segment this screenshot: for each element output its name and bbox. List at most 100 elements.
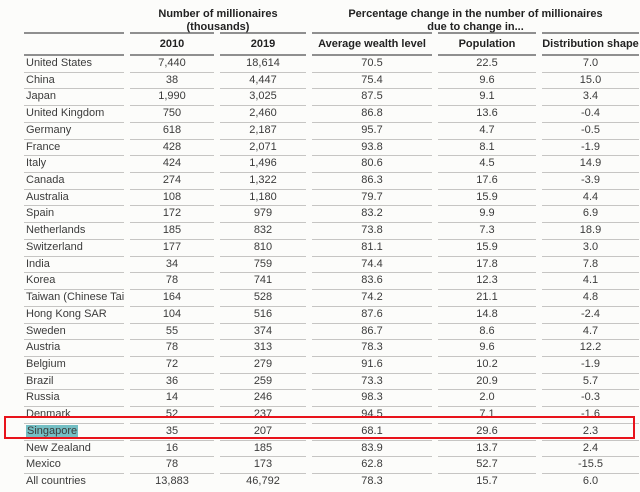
cell-country: Germany	[24, 123, 124, 140]
cell-population: 17.8	[438, 257, 536, 274]
cell-y2010: 7,440	[130, 56, 214, 73]
cell-y2019: 207	[220, 424, 306, 441]
cell-avg_wealth: 75.4	[312, 73, 432, 90]
group-header-cell	[24, 8, 124, 34]
cell-y2019: 237	[220, 407, 306, 424]
cell-distribution: 2.3	[542, 424, 639, 441]
cell-avg_wealth: 91.6	[312, 357, 432, 374]
table-row: France 428 2,071 93.8 8.1 -1.9	[24, 140, 639, 157]
table-row: Russia 14 246 98.3 2.0 -0.3	[24, 390, 639, 408]
cell-distribution: -1.6	[542, 407, 639, 424]
cell-population: 13.7	[438, 441, 536, 458]
cell-distribution: -1.9	[542, 140, 639, 157]
cell-y2019: 1,322	[220, 173, 306, 190]
cell-distribution: 18.9	[542, 223, 639, 240]
column-header-row: 2010 2019 Average wealth level Populatio…	[24, 34, 639, 56]
table-row: Austria 78 313 78.3 9.6 12.2	[24, 340, 639, 357]
cell-population: 29.6	[438, 424, 536, 441]
cell-avg_wealth: 73.8	[312, 223, 432, 240]
group-header-cell	[312, 8, 432, 34]
column-header-2019: 2019	[220, 34, 306, 56]
cell-y2019: 741	[220, 273, 306, 291]
cell-y2010: 78	[130, 273, 214, 291]
cell-population: 17.6	[438, 173, 536, 190]
cell-avg_wealth: 73.3	[312, 374, 432, 391]
table-row: Canada 274 1,322 86.3 17.6 -3.9	[24, 173, 639, 190]
cell-country: Sweden	[24, 324, 124, 341]
cell-y2010: 55	[130, 324, 214, 341]
cell-distribution: 4.1	[542, 273, 639, 291]
cell-distribution: 3.4	[542, 89, 639, 107]
cell-distribution: 3.0	[542, 240, 639, 257]
cell-country: Netherlands	[24, 223, 124, 240]
cell-population: 9.1	[438, 89, 536, 107]
column-header-country	[24, 34, 124, 56]
table-row: Australia 108 1,180 79.7 15.9 4.4	[24, 190, 639, 207]
cell-distribution: -15.5	[542, 457, 639, 474]
cell-population: 14.8	[438, 307, 536, 324]
cell-avg_wealth: 87.5	[312, 89, 432, 107]
group-header-millionaires-line2: (thousands)	[186, 20, 250, 33]
group-header-pct-change: Percentage change in the number of milli…	[312, 8, 639, 33]
cell-country: France	[24, 140, 124, 157]
cell-avg_wealth: 81.1	[312, 240, 432, 257]
cell-distribution: -0.3	[542, 390, 639, 408]
cell-avg_wealth: 94.5	[312, 407, 432, 424]
group-header-cell	[542, 8, 639, 34]
cell-distribution: 6.0	[582, 474, 599, 487]
cell-avg_wealth: 83.2	[312, 206, 432, 224]
cell-country: China	[24, 73, 124, 90]
table-body: United States 7,440 18,614 70.5 22.5 7.0 China…	[24, 56, 639, 491]
cell-population: 20.9	[438, 374, 536, 391]
cell-y2010: 172	[130, 206, 214, 224]
cell-population: 15.7	[476, 474, 498, 487]
table-row: Italy 424 1,496 80.6 4.5 14.9	[24, 156, 639, 174]
table-row: Korea 78 741 83.6 12.3 4.1	[24, 273, 639, 291]
cell-y2019: 46,792	[246, 474, 280, 487]
cell-population: 15.9	[438, 240, 536, 257]
cell-population: 21.1	[438, 290, 536, 307]
table-row: Taiwan (Chinese Taipei) 164 528 74.2 21.1 4.8	[24, 290, 639, 307]
cell-distribution: 4.4	[542, 190, 639, 207]
cell-country: Russia	[24, 390, 124, 408]
group-header-millionaires: Number of millionaires (thousands)	[130, 8, 306, 33]
cell-population: 10.2	[438, 357, 536, 374]
cell-country: Singapore	[24, 424, 124, 441]
cell-y2010: 274	[130, 173, 214, 190]
cell-y2010: 13,883	[155, 474, 189, 487]
table-row: New Zealand 16 185 83.9 13.7 2.4	[24, 441, 639, 458]
cell-distribution: 5.7	[542, 374, 639, 391]
cell-country: Korea	[24, 273, 124, 291]
table-row: Brazil 36 259 73.3 20.9 5.7	[24, 374, 639, 391]
group-header-pct-change-line1: Percentage change in the number of milli…	[348, 8, 603, 20]
cell-y2010: 104	[130, 307, 214, 324]
group-header-cell	[438, 8, 536, 34]
cell-country: Canada	[24, 173, 124, 190]
cell-distribution: 12.2	[542, 340, 639, 357]
cell-distribution: 7.8	[542, 257, 639, 274]
cell-avg_wealth: 68.1	[312, 424, 432, 441]
table-row: Switzerland 177 810 81.1 15.9 3.0	[24, 240, 639, 257]
cell-country: Japan	[24, 89, 124, 107]
cell-avg_wealth: 87.6	[312, 307, 432, 324]
cell-country: Australia	[24, 190, 124, 207]
cell-y2010: 78	[130, 340, 214, 357]
column-header-distribution: Distribution shape	[542, 34, 639, 56]
cell-y2010: 424	[130, 156, 214, 174]
cell-population: 8.1	[438, 140, 536, 157]
cell-avg_wealth: 79.7	[312, 190, 432, 207]
table-row: Hong Kong SAR 104 516 87.6 14.8 -2.4	[24, 307, 639, 324]
cell-country: Hong Kong SAR	[24, 307, 124, 324]
cell-country: Denmark	[24, 407, 124, 424]
cell-country: United Kingdom	[24, 106, 124, 123]
cell-distribution: -1.9	[542, 357, 639, 374]
column-header-population: Population	[438, 34, 536, 56]
cell-y2019: 2,460	[220, 106, 306, 123]
cell-y2019: 1,496	[220, 156, 306, 174]
table-row: Japan 1,990 3,025 87.5 9.1 3.4	[24, 89, 639, 107]
table-row: Netherlands 185 832 73.8 7.3 18.9	[24, 223, 639, 240]
cell-country: Spain	[24, 206, 124, 224]
cell-avg_wealth: 95.7	[312, 123, 432, 140]
cell-y2010: 108	[130, 190, 214, 207]
cell-population: 7.3	[438, 223, 536, 240]
